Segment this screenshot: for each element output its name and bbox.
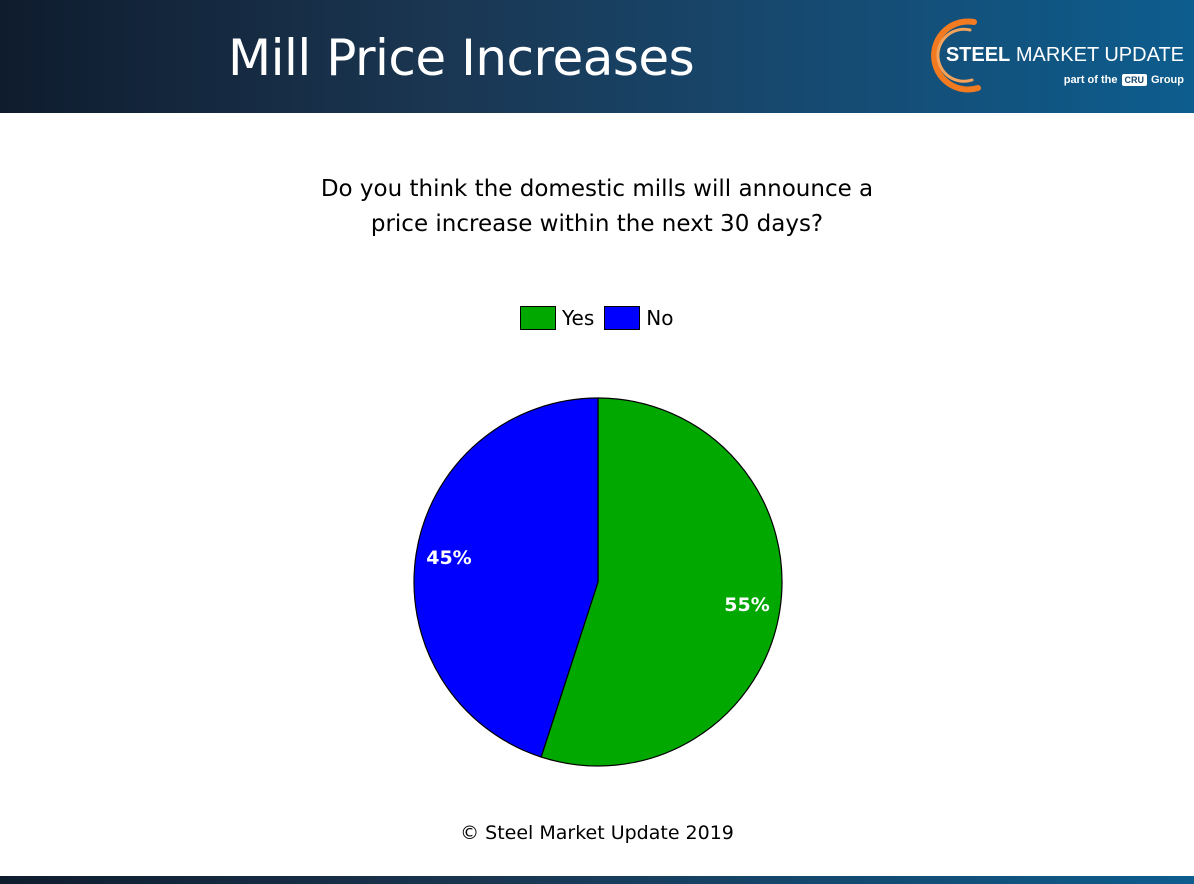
- chart-legend: Yes No: [520, 305, 684, 331]
- brand-name-strong: STEEL: [945, 44, 1011, 66]
- slide-title: Mill Price Increases: [228, 29, 695, 87]
- pie-slice-no: [413, 397, 599, 758]
- brand-name: STEEL MARKET UPDATE: [946, 44, 1184, 66]
- legend-swatch-yes: [520, 306, 556, 330]
- pie-slice-yes: [540, 397, 783, 767]
- legend-swatch-no: [604, 306, 641, 330]
- legend-item-yes: Yes: [520, 306, 594, 330]
- brand-name-rest: MARKET UPDATE: [1010, 44, 1184, 66]
- tagline-suffix: Group: [1151, 74, 1184, 86]
- header-banner: Mill Price Increases STEEL MARKET UPDATE…: [0, 0, 1194, 113]
- data-label-yes: 55%: [724, 594, 769, 616]
- bottom-bar: [0, 876, 1194, 884]
- copyright-text: © Steel Market Update 2019: [460, 822, 734, 844]
- cru-logo-box: CRU: [1121, 74, 1147, 86]
- legend-item-no: No: [604, 306, 674, 330]
- swoosh-logo-icon: [931, 18, 981, 93]
- brand-logo: STEEL MARKET UPDATE part of the CRU Grou…: [884, 14, 1184, 98]
- data-label-no: 45%: [426, 547, 471, 569]
- question-line-1: Do you think the domestic mills will ann…: [320, 176, 874, 202]
- brand-tagline: part of the CRU Group: [1064, 74, 1184, 86]
- legend-label-yes: Yes: [562, 306, 595, 330]
- question-line-2: price increase within the next 30 days?: [370, 211, 824, 237]
- chart-question: Do you think the domestic mills will ann…: [0, 172, 1194, 242]
- legend-label-no: No: [646, 306, 674, 330]
- tagline-prefix: part of the: [1063, 74, 1118, 86]
